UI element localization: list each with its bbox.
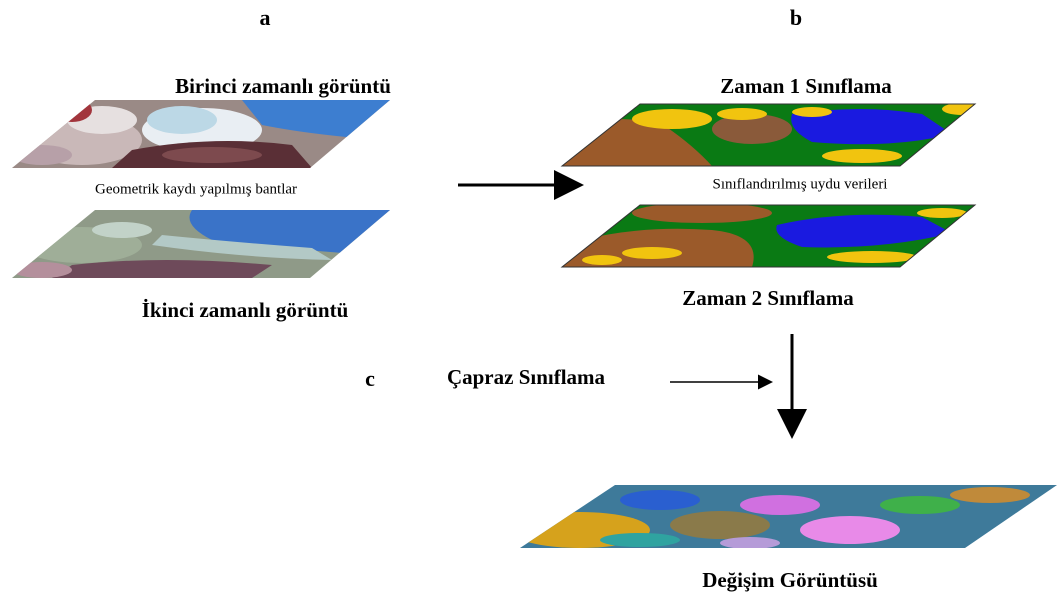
classified-note: Sınıflandırılmış uydu verileri <box>713 176 888 192</box>
diagram: a b c Birinci zamanlı görüntü Geometrik … <box>0 0 1058 599</box>
classified-title: Zaman 2 Sınıflama <box>682 286 854 310</box>
label-c: c <box>365 366 375 391</box>
label-a: a <box>260 5 271 30</box>
image-note: Geometrik kaydı yapılmış bantlar <box>95 181 297 197</box>
classified-map <box>562 103 982 166</box>
satellite-image <box>12 210 392 280</box>
image-title: İkinci zamanlı görüntü <box>142 298 349 322</box>
label-b: b <box>790 5 802 30</box>
change-map <box>510 485 1058 549</box>
image-title: Birinci zamanlı görüntü <box>175 74 391 98</box>
classified-title: Zaman 1 Sınıflama <box>720 74 892 98</box>
cross-label: Çapraz Sınıflama <box>447 365 606 389</box>
satellite-image <box>12 98 392 170</box>
result-title: Değişim Görüntüsü <box>702 568 878 592</box>
classified-map <box>562 203 977 267</box>
